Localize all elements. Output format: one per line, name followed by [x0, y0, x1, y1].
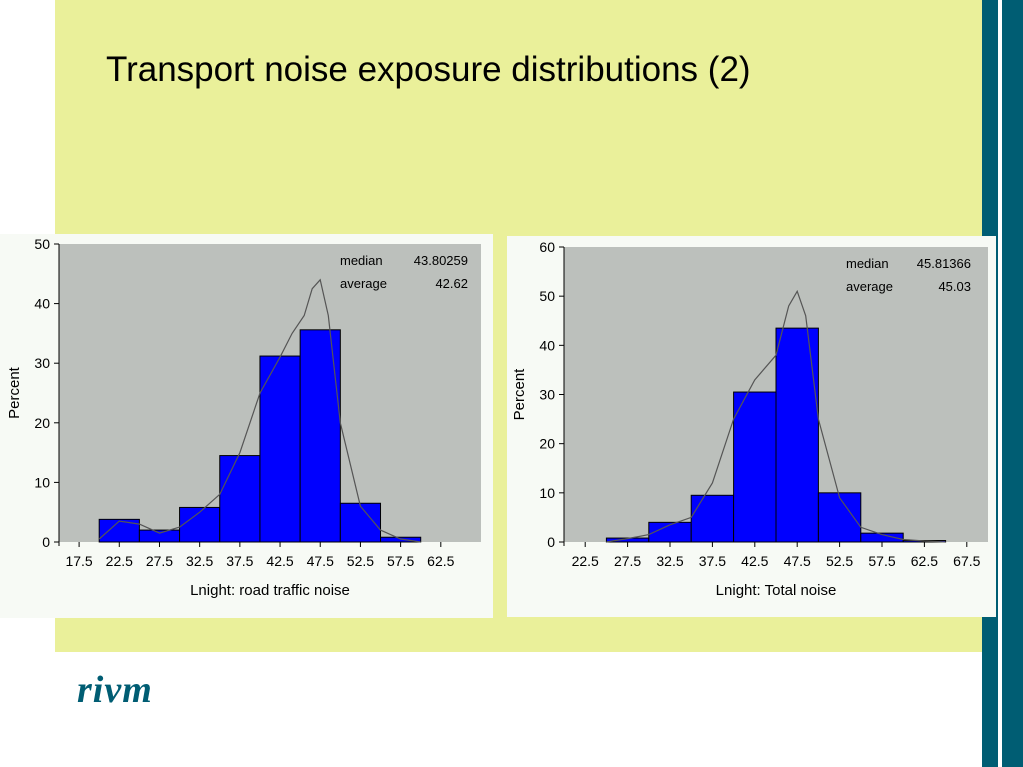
histogram-bar	[138, 529, 181, 543]
right-accent-divider	[998, 0, 1002, 767]
x-tick-label: 27.5	[614, 553, 641, 569]
x-tick-label: 42.5	[266, 553, 293, 569]
road-traffic-noise-histogram-svg: 0 10 20 30 40 50 17.5 22.5 27.5 32.5 37.5 42.5 47.5 5…	[6, 236, 481, 599]
density-curve	[606, 289, 946, 543]
x-tick-label: 42.5	[741, 553, 768, 569]
y-tick-label: 50	[34, 236, 50, 252]
density-curve	[98, 278, 421, 543]
stat-label: median	[846, 256, 889, 271]
y-tick-label: 30	[539, 387, 555, 403]
road-traffic-noise-histogram: 0 10 20 30 40 50 17.5 22.5 27.5 32.5 37.5 42.5 47.5 5…	[0, 234, 493, 618]
stat-label: median	[340, 253, 383, 268]
total-noise-histogram: 0 10 20 30 40 50 60 22.5 27.5 32.5 37.5 42.5 47.5 52.…	[507, 236, 996, 617]
x-axis-label: Lnight: Total noise	[716, 582, 837, 599]
x-tick-label: 52.5	[826, 553, 853, 569]
y-tick-label: 40	[34, 296, 50, 312]
histogram-bar	[219, 455, 261, 543]
x-tick-label: 32.5	[656, 553, 683, 569]
x-tick-label: 22.5	[106, 553, 133, 569]
stat-value: 45.81366	[917, 256, 971, 271]
histogram-bar	[259, 355, 301, 543]
y-tick-label: 10	[539, 485, 555, 501]
x-tick-label: 62.5	[427, 553, 454, 569]
y-tick-label: 50	[539, 288, 555, 304]
stat-value: 43.80259	[414, 253, 468, 268]
y-tick-label: 40	[539, 337, 555, 353]
y-tick-label: 0	[42, 534, 50, 550]
y-axis-label: Percent	[511, 368, 528, 421]
y-tick-label: 0	[547, 534, 555, 550]
stat-value: 42.62	[435, 276, 468, 291]
histogram-bar	[179, 506, 221, 543]
x-tick-label: 67.5	[953, 553, 980, 569]
total-noise-histogram-svg: 0 10 20 30 40 50 60 22.5 27.5 32.5 37.5 42.5 47.5 52.…	[511, 239, 988, 599]
x-tick-label: 27.5	[146, 553, 173, 569]
x-tick-label: 52.5	[347, 553, 374, 569]
x-tick-label: 37.5	[226, 553, 253, 569]
y-tick-label: 20	[34, 415, 50, 431]
x-tick-label: 57.5	[387, 553, 414, 569]
stat-value: 45.03	[938, 279, 971, 294]
y-axis-label: Percent	[6, 366, 23, 419]
y-tick-label: 10	[34, 474, 50, 490]
y-tick-label: 60	[539, 239, 555, 255]
x-tick-label: 32.5	[186, 553, 213, 569]
histogram-bar	[733, 391, 777, 543]
rivm-logo: rivm	[77, 669, 153, 711]
x-tick-label: 62.5	[911, 553, 938, 569]
x-tick-label: 37.5	[699, 553, 726, 569]
x-tick-label: 57.5	[868, 553, 895, 569]
x-tick-label: 47.5	[784, 553, 811, 569]
y-tick-label: 20	[539, 436, 555, 452]
histogram-bar	[775, 327, 819, 543]
histogram-bar	[690, 494, 735, 543]
x-axis-label: Lnight: road traffic noise	[190, 582, 350, 599]
x-tick-label: 47.5	[307, 553, 334, 569]
histogram-bar	[817, 492, 862, 543]
slide-title: Transport noise exposure distributions (…	[106, 50, 751, 89]
y-tick-label: 30	[34, 355, 50, 371]
stat-label: average	[340, 276, 387, 291]
histogram-bar	[299, 329, 341, 543]
x-tick-label: 22.5	[572, 553, 599, 569]
stat-label: average	[846, 279, 893, 294]
x-tick-label: 17.5	[65, 553, 92, 569]
